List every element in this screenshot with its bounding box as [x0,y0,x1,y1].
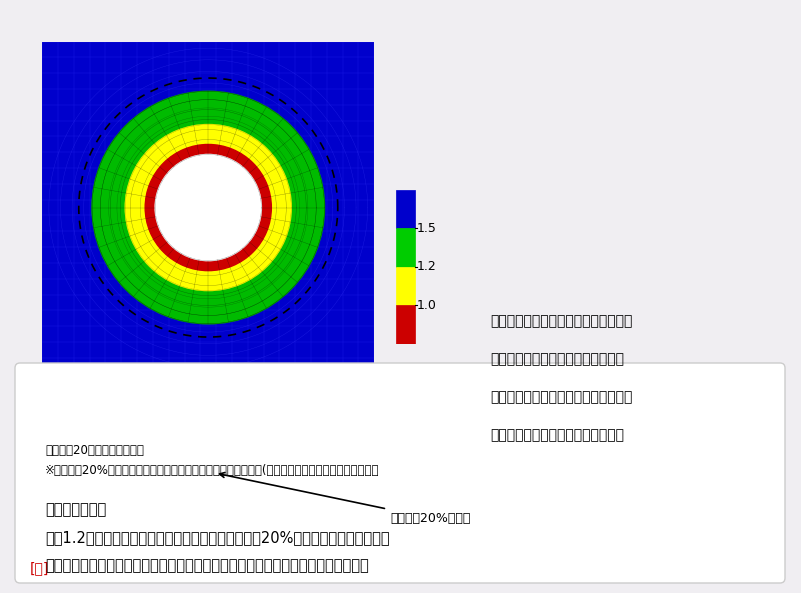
Text: 局所安全率が大きいほど、坑道周辺の岩盤が安定している。計算の結果、局所安全: 局所安全率が大きいほど、坑道周辺の岩盤が安定している。計算の結果、局所安全 [45,558,368,573]
Text: 構、平成20年」を参考に設定: 構、平成20年」を参考に設定 [45,444,144,457]
Text: 東日本大震災時のゆれを再現して地: 東日本大震災時のゆれを再現して地 [490,428,624,442]
Bar [396,190,415,228]
Text: 下坑道への影響をシミュレーションし: 下坑道への影響をシミュレーションし [490,390,632,404]
Text: 局所安全率: 局所安全率 [391,362,426,375]
Text: が確認できた。: が確認できた。 [45,502,107,517]
Bar [396,305,415,344]
FancyBboxPatch shape [15,363,785,583]
Text: た検討例（坑道の断面図。白い部分: た検討例（坑道の断面図。白い部分 [490,352,624,366]
Text: 1.5: 1.5 [417,222,437,235]
Text: [図]: [図] [30,561,50,575]
Text: 1.2: 1.2 [417,260,437,273]
Bar [396,267,415,305]
Circle shape [155,154,261,261]
Text: 1.0: 1.0 [417,299,437,312]
Text: 坑道幅の20%の範囲: 坑道幅の20%の範囲 [219,473,470,524]
Bar [396,228,415,267]
Text: 率が1.2を下回る部分（黄色〜赤色部分）が坑道幅の20%の範囲内となり、安全性: 率が1.2を下回る部分（黄色〜赤色部分）が坑道幅の20%の範囲内となり、安全性 [45,530,389,545]
Text: ※坑道幅の20%の範囲は「山岳トンネル設計施工標準・同解説、(独）鉄道建設・運輸施設整備支援機: ※坑道幅の20%の範囲は「山岳トンネル設計施工標準・同解説、(独）鉄道建設・運輸… [45,464,380,477]
Text: が坑道、色のついている部分が岩盤）: が坑道、色のついている部分が岩盤） [490,314,632,328]
